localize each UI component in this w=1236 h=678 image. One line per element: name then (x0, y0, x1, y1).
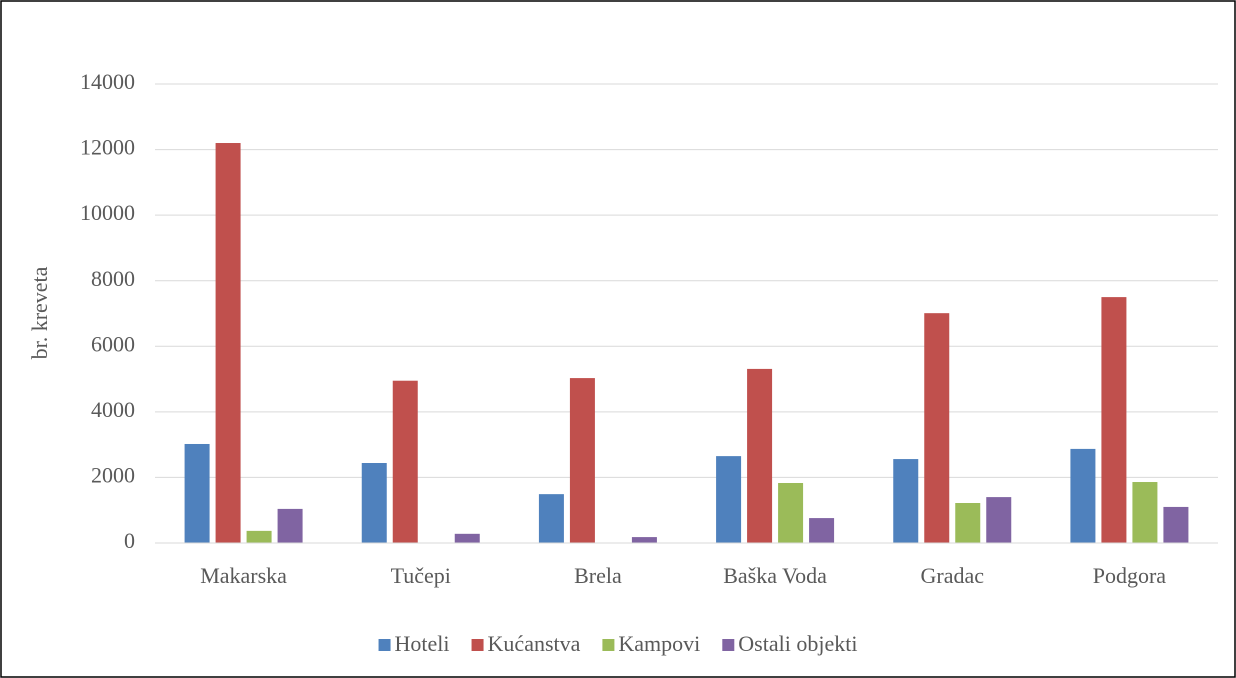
bar (361, 463, 387, 543)
y-tick-label: 0 (124, 528, 135, 553)
bar (747, 368, 773, 543)
legend-swatch (378, 639, 391, 651)
legend-label: Hoteli (395, 631, 450, 656)
bar (277, 508, 303, 543)
x-tick-label: Baška Voda (723, 563, 827, 588)
bar (1163, 506, 1189, 543)
y-tick-label: 10000 (80, 200, 135, 225)
bar (538, 494, 564, 543)
x-tick-label: Tučepi (391, 563, 451, 588)
y-tick-label: 14000 (80, 69, 135, 94)
x-tick-label: Brela (574, 563, 622, 588)
bar (924, 313, 950, 543)
y-tick-label: 6000 (91, 331, 135, 356)
bar (893, 459, 919, 543)
legend-swatch (471, 639, 484, 651)
bar (1132, 482, 1158, 543)
legend-label: Kućanstva (488, 631, 581, 656)
bar (246, 530, 272, 543)
y-tick-label: 2000 (91, 462, 135, 487)
legend-swatch (722, 639, 735, 651)
bar (215, 143, 241, 543)
legend-swatch (602, 639, 615, 651)
bar (569, 378, 595, 543)
legend-label: Ostali objekti (738, 631, 857, 656)
bar (1070, 448, 1096, 543)
y-tick-label: 8000 (91, 266, 135, 291)
bar (716, 456, 742, 543)
legend-label: Kampovi (618, 631, 700, 656)
bar (454, 533, 480, 543)
bar (631, 537, 657, 543)
x-tick-label: Podgora (1093, 563, 1167, 588)
y-tick-label: 4000 (91, 397, 135, 422)
x-tick-label: Makarska (200, 563, 287, 588)
bar (809, 518, 835, 543)
bar (184, 443, 210, 543)
bar (955, 503, 981, 543)
y-tick-label: 12000 (80, 135, 135, 160)
bar (1101, 297, 1127, 543)
bar (778, 483, 804, 543)
bar (392, 380, 418, 543)
y-axis-label: br. kreveta (27, 266, 52, 359)
x-tick-label: Gradac (920, 563, 984, 588)
bar (986, 497, 1012, 543)
